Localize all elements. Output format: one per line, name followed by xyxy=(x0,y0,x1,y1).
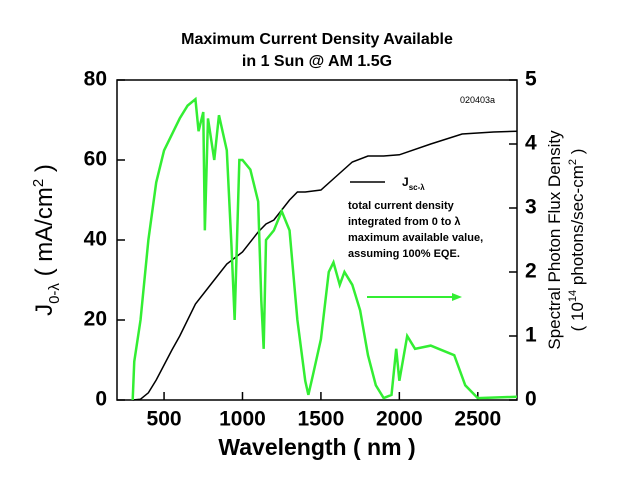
y-tick-label: 60 xyxy=(84,148,107,171)
x-tick-label: 500 xyxy=(147,408,182,431)
y2-tick-label: 5 xyxy=(525,68,537,91)
legend-label: Jsc-λ xyxy=(402,175,425,192)
note: maximum available value, xyxy=(348,232,483,244)
legend-part: sc-λ xyxy=(409,183,426,192)
y2-label-part: ( 10 xyxy=(568,302,587,331)
y-tick-label: 20 xyxy=(84,308,107,331)
note: total current density xyxy=(348,200,455,212)
y2-label-part: photons/sec-cm xyxy=(568,165,587,290)
y2-tick-label: 3 xyxy=(525,196,537,219)
x-tick-label: 1000 xyxy=(219,408,266,431)
data-line xyxy=(131,96,518,401)
y2-tick-label: 1 xyxy=(525,324,537,347)
y-tick-label: 40 xyxy=(84,228,107,251)
x-tick-label: 1500 xyxy=(298,408,345,431)
y2-label-part: 2 xyxy=(567,159,579,165)
y-tick-label: 80 xyxy=(84,68,107,91)
x-tick-label: 2000 xyxy=(376,408,423,431)
y2-tick-label: 0 xyxy=(525,388,537,411)
data-line xyxy=(132,130,518,401)
y-label-part: ) xyxy=(31,164,58,179)
chart-title: Maximum Current Density Available xyxy=(181,31,453,48)
y-label-part: 2 xyxy=(30,179,47,187)
y-axis-label: J0-λ ( mA/cm2 ) xyxy=(30,164,63,316)
note: assuming 100% EQE. xyxy=(348,248,460,260)
y-label-part: 0-λ xyxy=(46,283,63,304)
y-label-part: ( mA/cm xyxy=(31,187,58,283)
y2-axis-label: Spectral Photon Flux Density xyxy=(545,130,564,350)
legend-arrowhead xyxy=(452,293,462,301)
y2-tick-label: 4 xyxy=(525,132,537,155)
y2-tick-label: 2 xyxy=(525,260,537,283)
note: integrated from 0 to λ xyxy=(348,216,460,228)
y-tick-label: 0 xyxy=(95,388,107,411)
chart-title: in 1 Sun @ AM 1.5G xyxy=(242,53,392,70)
y2-label-part: 14 xyxy=(567,290,579,302)
legend-part: J xyxy=(402,175,409,189)
y2-axis-label: ( 1014 photons/sec-cm2 ) xyxy=(567,149,587,332)
y2-label-part: ) xyxy=(568,149,587,159)
x-axis-label: Wavelength ( nm ) xyxy=(218,434,415,460)
x-tick-label: 2500 xyxy=(454,408,501,431)
annotation: 020403a xyxy=(460,95,495,105)
y-label-part: J xyxy=(31,304,58,316)
